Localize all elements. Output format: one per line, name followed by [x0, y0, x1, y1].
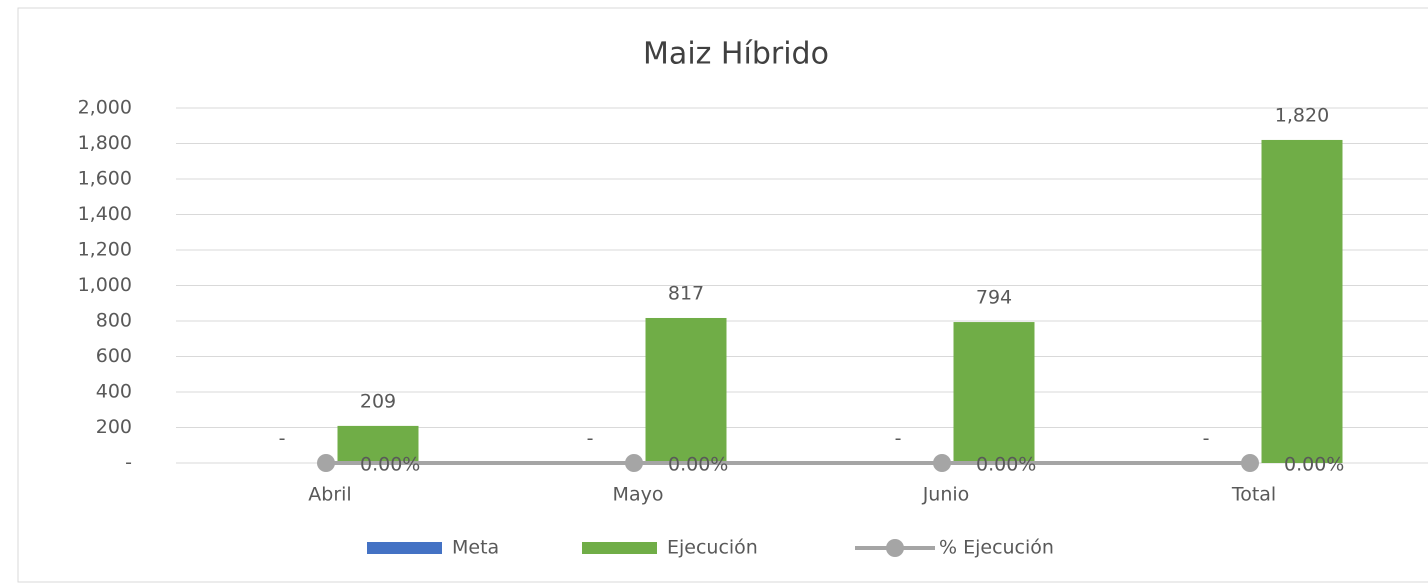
- legend-label: % Ejecución: [939, 537, 1054, 559]
- data-label: -: [1203, 428, 1210, 450]
- y-tick-label: 1,200: [78, 239, 132, 261]
- y-tick-label: 400: [96, 381, 132, 403]
- line-marker: [933, 454, 951, 472]
- data-label: 817: [668, 282, 704, 304]
- x-tick-label: Mayo: [613, 484, 664, 506]
- y-tick-label: 1,000: [78, 274, 132, 296]
- x-tick-label: Junio: [922, 484, 970, 506]
- y-tick-label: 2,000: [78, 97, 132, 119]
- legend-swatch: [367, 542, 442, 554]
- data-label: 794: [976, 287, 1012, 309]
- data-label: -: [279, 428, 286, 450]
- y-tick-label: 1,400: [78, 203, 132, 225]
- legend-swatch: [886, 539, 904, 557]
- data-label: 209: [360, 390, 396, 412]
- legend-swatch: [582, 542, 657, 554]
- y-tick-label: 600: [96, 345, 132, 367]
- data-label: 1,820: [1275, 104, 1329, 126]
- y-tick-label: 1,600: [78, 168, 132, 190]
- legend-label: Meta: [452, 537, 499, 559]
- legend-label: Ejecución: [667, 537, 758, 559]
- x-tick-label: Total: [1231, 484, 1276, 506]
- chart-title: Maiz Híbrido: [643, 37, 829, 72]
- line-marker: [1241, 454, 1259, 472]
- bar: [337, 425, 419, 463]
- y-tick-label: 1,800: [78, 132, 132, 154]
- bar: [953, 322, 1035, 463]
- data-label: -: [587, 428, 594, 450]
- line-marker: [317, 454, 335, 472]
- y-tick-label: -: [125, 452, 132, 474]
- data-label: 0.00%: [976, 454, 1036, 476]
- y-tick-label: 800: [96, 310, 132, 332]
- chart-border: [17, 7, 1428, 583]
- y-tick-label: 200: [96, 416, 132, 438]
- bar: [1261, 139, 1343, 463]
- x-tick-label: Abril: [308, 484, 351, 506]
- bar: [645, 317, 727, 463]
- data-label: 0.00%: [360, 454, 420, 476]
- data-label: 0.00%: [668, 454, 728, 476]
- line-marker: [625, 454, 643, 472]
- data-label: -: [895, 428, 902, 450]
- data-label: 0.00%: [1284, 454, 1344, 476]
